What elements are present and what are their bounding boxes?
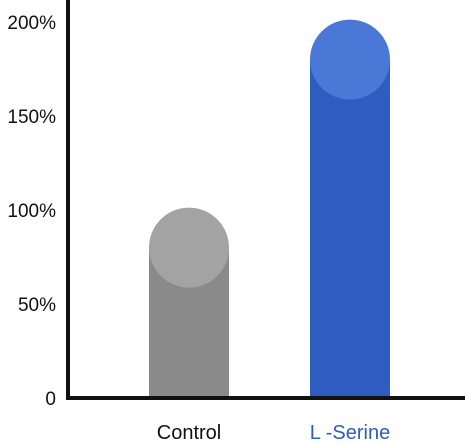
y-tick-label: 50% — [18, 295, 56, 316]
bars-group — [149, 19, 390, 398]
category-labels: Control L -Serine — [157, 422, 390, 444]
bar-l-serine — [310, 59, 390, 398]
category-label: Control — [157, 422, 221, 444]
bar-cap-control — [149, 207, 229, 288]
bar-cap-l-serine — [310, 19, 390, 100]
category-label: L -Serine — [310, 422, 390, 444]
y-tick-label: 0 — [45, 389, 56, 410]
y-tick-label: 200% — [7, 13, 56, 34]
y-tick-labels: 0 50% 100% 150% 200% — [7, 13, 56, 410]
y-tick-label: 150% — [7, 107, 56, 128]
y-tick-label: 100% — [7, 201, 56, 222]
